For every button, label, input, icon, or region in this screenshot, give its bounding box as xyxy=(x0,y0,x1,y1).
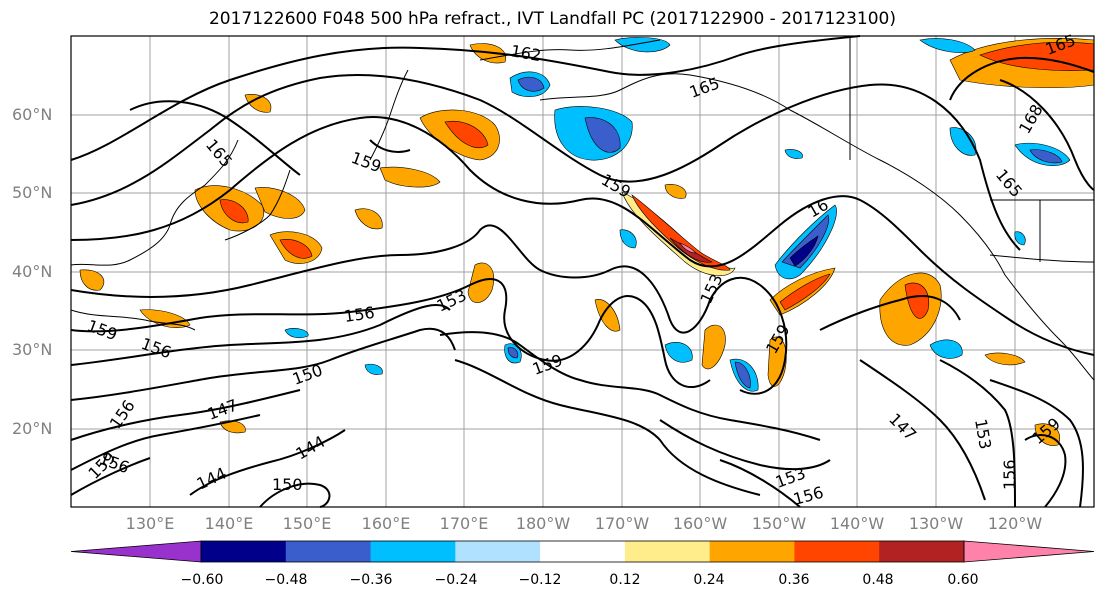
colorbar-tick-label: −0.24 xyxy=(434,572,478,588)
colorbar-tick-label: −0.60 xyxy=(180,572,224,588)
colorbar-tick-label: 0.24 xyxy=(693,572,725,588)
negative-patch xyxy=(664,341,693,363)
lon-label: 120°W xyxy=(987,514,1043,533)
colorbar-frame xyxy=(200,540,965,563)
positive-patch xyxy=(79,269,105,291)
colorbar-box xyxy=(709,541,795,562)
colorbar-tick-label: −0.36 xyxy=(349,572,393,588)
negative-peak xyxy=(789,235,819,267)
negative-patch xyxy=(619,229,637,249)
map-frame xyxy=(70,35,1095,508)
lon-label: 170°W xyxy=(594,514,650,533)
colorbar-box xyxy=(879,541,965,562)
colorbar-box xyxy=(624,541,711,562)
positive-core xyxy=(219,199,249,224)
positive-patch xyxy=(379,166,441,188)
shaded-field xyxy=(79,37,1095,446)
negative-core xyxy=(1029,149,1063,164)
lat-label: 40°N xyxy=(12,262,53,281)
negative-patch xyxy=(949,127,977,156)
colorbar-box xyxy=(455,541,541,562)
contour-label: 156 xyxy=(343,303,376,326)
positive-patch xyxy=(984,352,1026,366)
colorbar-extend-max xyxy=(963,540,1095,563)
colorbar-box xyxy=(794,541,880,562)
lon-label: 160°W xyxy=(672,514,728,533)
colorbar-tick-label: 0.36 xyxy=(778,572,810,588)
positive-patch xyxy=(467,262,495,303)
negative-patch xyxy=(1014,231,1026,246)
colorbar-tick-label: 0.48 xyxy=(862,572,894,588)
lon-label: 150°E xyxy=(282,514,332,533)
negative-patch xyxy=(284,328,309,339)
positive-core xyxy=(631,194,731,271)
negative-core xyxy=(584,117,621,153)
colorbar-box xyxy=(540,541,626,562)
positive-core xyxy=(904,282,930,319)
colorbar xyxy=(70,540,1095,563)
lon-label: 170°E xyxy=(439,514,489,533)
colorbar-tick-label: −0.12 xyxy=(518,572,562,588)
coastlines xyxy=(70,36,1095,381)
lon-label: 140°E xyxy=(204,514,254,533)
lon-label: 150°W xyxy=(751,514,807,533)
positive-core xyxy=(444,120,489,149)
positive-core xyxy=(779,273,831,311)
negative-patch xyxy=(929,339,963,359)
positive-patch xyxy=(139,309,191,329)
contours xyxy=(70,35,1095,508)
map-title: 2017122600 F048 500 hPa refract., IVT La… xyxy=(208,9,896,29)
positive-patch xyxy=(701,324,726,370)
lon-label: 180°W xyxy=(515,514,571,533)
negative-patch xyxy=(784,149,803,159)
positive-patch xyxy=(664,184,687,199)
colorbar-box xyxy=(285,541,372,562)
lat-label: 20°N xyxy=(12,419,53,438)
colorbar-tick-label: 0.12 xyxy=(609,572,641,588)
negative-core xyxy=(734,361,751,389)
colorbar-tick-label: −0.48 xyxy=(264,572,308,588)
lon-label: 130°E xyxy=(125,514,175,533)
contour-label: 150 xyxy=(272,475,303,494)
positive-peak xyxy=(679,242,697,254)
negative-patch xyxy=(364,363,383,375)
positive-core xyxy=(279,239,313,259)
lon-label: 160°E xyxy=(361,514,411,533)
lat-label: 60°N xyxy=(12,105,53,124)
negative-core xyxy=(517,76,545,92)
colorbar-extend-min xyxy=(70,540,202,563)
lon-label: 130°W xyxy=(908,514,964,533)
colorbar-tick-label: 0.60 xyxy=(947,572,979,588)
lat-label: 30°N xyxy=(12,340,53,359)
colorbar-box xyxy=(370,541,456,562)
positive-patch xyxy=(354,208,383,230)
contour-label: 156 xyxy=(1000,459,1019,490)
lat-label: 50°N xyxy=(12,183,53,202)
positive-patch xyxy=(254,187,306,219)
lon-label: 140°W xyxy=(829,514,885,533)
colorbar-box xyxy=(201,541,287,562)
negative-core xyxy=(507,347,519,359)
negative-patch xyxy=(919,38,976,53)
